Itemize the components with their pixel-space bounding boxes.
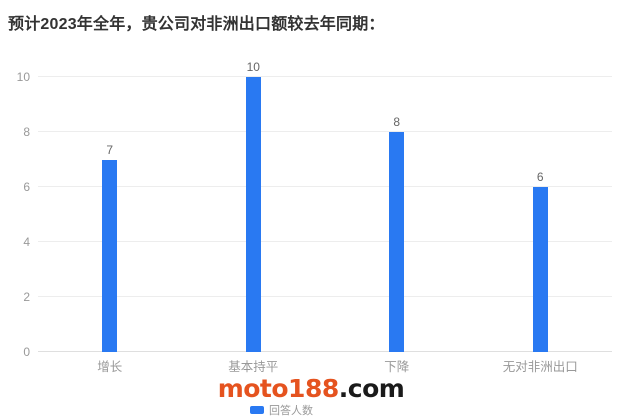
legend-marker-icon: [250, 406, 264, 414]
y-tick-label: 6: [23, 180, 30, 194]
y-tick-label: 8: [23, 125, 30, 139]
bar[interactable]: [245, 77, 261, 352]
bar[interactable]: [389, 132, 405, 352]
gridline: [38, 186, 612, 187]
bar-value-label: 8: [393, 115, 401, 129]
bar[interactable]: [532, 187, 548, 352]
x-tick-label: 无对非洲出口: [502, 360, 578, 374]
watermark-brand: moto188: [217, 374, 340, 403]
y-tick-label: 2: [23, 290, 30, 304]
y-tick-label: 10: [16, 70, 30, 84]
x-tick-label: 基本持平: [228, 360, 279, 374]
legend-label: 回答人数: [269, 405, 313, 417]
bar-column: 6: [469, 77, 613, 352]
bar-value-label: 10: [246, 60, 260, 74]
watermark-suffix: .com: [338, 374, 405, 403]
plot-area: 0 2 4 6 8 10 7 10 8 6: [17, 60, 613, 359]
bar-column: 10: [182, 60, 326, 352]
bar-column: 7: [38, 77, 182, 352]
watermark: moto188.com: [218, 374, 405, 403]
y-tick-label: 0: [23, 345, 30, 359]
gridline: [38, 241, 612, 242]
gridline: [38, 351, 612, 352]
x-axis-labels: 增长 基本持平 下降 无对非洲出口: [38, 356, 612, 374]
gridline: [38, 76, 612, 77]
y-tick-label: 4: [23, 235, 30, 249]
x-tick-label: 增长: [97, 360, 123, 374]
gridline: [38, 131, 612, 132]
legend-item[interactable]: 回答人数: [250, 402, 313, 418]
bar-value-label: 6: [536, 170, 544, 184]
bar-value-label: 7: [106, 142, 114, 157]
bar[interactable]: [102, 159, 118, 352]
gridline: [38, 296, 612, 297]
bar-column: 8: [325, 77, 469, 352]
x-tick-label: 下降: [384, 360, 410, 374]
chart-title: 预计2023年全年，贵公司对非洲出口额较去年同期：: [8, 16, 385, 33]
